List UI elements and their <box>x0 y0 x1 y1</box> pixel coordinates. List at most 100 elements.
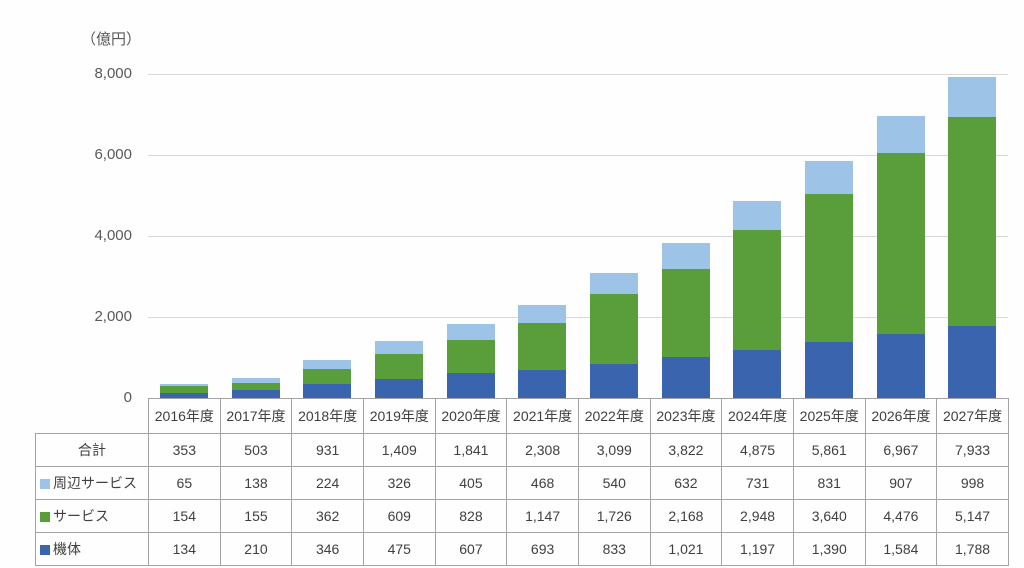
value-cell: 362 <box>291 499 364 533</box>
value-cell: 7,933 <box>936 433 1009 467</box>
value-cell: 5,147 <box>936 499 1009 533</box>
bar-column <box>303 360 352 398</box>
value-cell: 609 <box>362 499 436 533</box>
bar-segment-service <box>733 230 782 350</box>
year-header-cell: 2016年度 <box>148 398 221 434</box>
bar-segment-peripheral-service <box>733 200 782 231</box>
bar-segment-service <box>231 383 280 390</box>
value-cell: 326 <box>362 466 436 500</box>
year-header-cell: 2017年度 <box>219 398 293 434</box>
year-header-cell: 2020年度 <box>434 398 508 434</box>
value-cell: 540 <box>577 466 651 500</box>
value-cell: 828 <box>434 499 508 533</box>
bar-column <box>374 340 423 398</box>
bar-segment-airframe <box>446 373 495 398</box>
value-cell: 5,861 <box>792 433 866 467</box>
table-row: 合計 353 503 931 1,409 1,841 2,308 3,099 3,822 4,87… <box>35 433 1009 467</box>
year-header-cell: 2018年度 <box>291 398 364 434</box>
year-header-cell: 2021年度 <box>506 398 579 434</box>
value-cell: 2,948 <box>721 499 794 533</box>
bar-segment-peripheral-service <box>661 243 710 269</box>
year-header-cell: 2026年度 <box>864 398 938 434</box>
value-cell: 731 <box>721 466 794 500</box>
bar-segment-peripheral-service <box>159 383 208 387</box>
value-cell: 1,841 <box>434 433 508 467</box>
bar-segment-airframe <box>159 392 208 398</box>
bar-segment-airframe <box>518 369 567 398</box>
legend-swatch-icon <box>40 545 50 555</box>
bar-segment-peripheral-service <box>374 340 423 355</box>
y-axis-unit-label: （億円） <box>80 31 141 48</box>
bar-segment-peripheral-service <box>948 76 997 118</box>
value-cell: 155 <box>219 499 293 533</box>
bar-column <box>589 272 638 398</box>
value-cell: 4,476 <box>864 499 938 533</box>
value-cell: 1,409 <box>362 433 436 467</box>
value-cell: 998 <box>936 466 1009 500</box>
value-cell: 1,197 <box>721 532 794 566</box>
y-axis-tick-label: 6,000 <box>94 146 132 163</box>
y-axis-tick-label: 8,000 <box>94 65 132 82</box>
year-header-cell: 2024年度 <box>721 398 794 434</box>
legend-swatch-icon <box>40 512 50 522</box>
bar-segment-service <box>518 323 567 370</box>
value-cell: 6,967 <box>864 433 938 467</box>
table-row: 周辺サービス 65 138 224 326 405 468 540 632 731 831 907 99… <box>35 466 1009 500</box>
value-cell: 1,147 <box>506 499 579 533</box>
year-header-cell: 2023年度 <box>649 398 723 434</box>
value-cell: 693 <box>506 532 579 566</box>
value-cell: 210 <box>219 532 293 566</box>
value-cell: 833 <box>577 532 651 566</box>
bar-column <box>804 160 853 398</box>
bar-segment-service <box>948 117 997 326</box>
bar-segment-peripheral-service <box>303 360 352 370</box>
value-cell: 353 <box>148 433 221 467</box>
value-cell: 3,099 <box>577 433 651 467</box>
value-cell: 154 <box>148 499 221 533</box>
bar-column <box>159 383 208 398</box>
table-row: 機体 134 210 346 475 607 693 833 1,021 1,197 1,390 1,… <box>35 532 1009 566</box>
bar-segment-airframe <box>231 389 280 398</box>
table-corner-spacer <box>35 398 149 434</box>
value-cell: 4,875 <box>721 433 794 467</box>
bar-segment-peripheral-service <box>446 323 495 340</box>
bar-segment-peripheral-service <box>589 272 638 295</box>
bar-segment-airframe <box>303 384 352 398</box>
value-cell: 346 <box>291 532 364 566</box>
bar-segment-airframe <box>876 333 925 398</box>
bar-segment-service <box>303 369 352 384</box>
value-cell: 405 <box>434 466 508 500</box>
value-cell: 2,308 <box>506 433 579 467</box>
legend-swatch-icon <box>40 479 50 489</box>
bar-segment-service <box>661 268 710 357</box>
year-header-cell: 2022年度 <box>577 398 651 434</box>
row-label-cell: 合計 <box>35 433 149 467</box>
bar-segment-peripheral-service <box>876 115 925 153</box>
value-cell: 1,788 <box>936 532 1009 566</box>
bar-column <box>446 323 495 398</box>
gridline <box>148 155 1008 156</box>
bar-segment-service <box>159 386 208 393</box>
bar-segment-service <box>446 339 495 374</box>
value-cell: 1,726 <box>577 499 651 533</box>
value-cell: 3,822 <box>649 433 723 467</box>
value-cell: 134 <box>148 532 221 566</box>
year-header-cell: 2019年度 <box>362 398 436 434</box>
plot-area <box>148 74 1008 398</box>
table-row: サービス 154 155 362 609 828 1,147 1,726 2,168 2,948 3… <box>35 499 1009 533</box>
value-cell: 475 <box>362 532 436 566</box>
bar-segment-airframe <box>804 341 853 398</box>
value-cell: 831 <box>792 466 866 500</box>
bar-segment-peripheral-service <box>804 160 853 195</box>
row-label-cell: サービス <box>35 499 149 533</box>
row-label-cell: 周辺サービス <box>35 466 149 500</box>
value-cell: 931 <box>291 433 364 467</box>
bar-segment-airframe <box>589 364 638 398</box>
value-cell: 1,390 <box>792 532 866 566</box>
bar-segment-airframe <box>733 349 782 398</box>
bar-column <box>876 115 925 398</box>
table-header-row: 2016年度 2017年度 2018年度 2019年度 2020年度 2021年度 2022… <box>35 398 1009 434</box>
bar-segment-service <box>589 294 638 365</box>
value-cell: 3,640 <box>792 499 866 533</box>
bar-column <box>518 304 567 398</box>
